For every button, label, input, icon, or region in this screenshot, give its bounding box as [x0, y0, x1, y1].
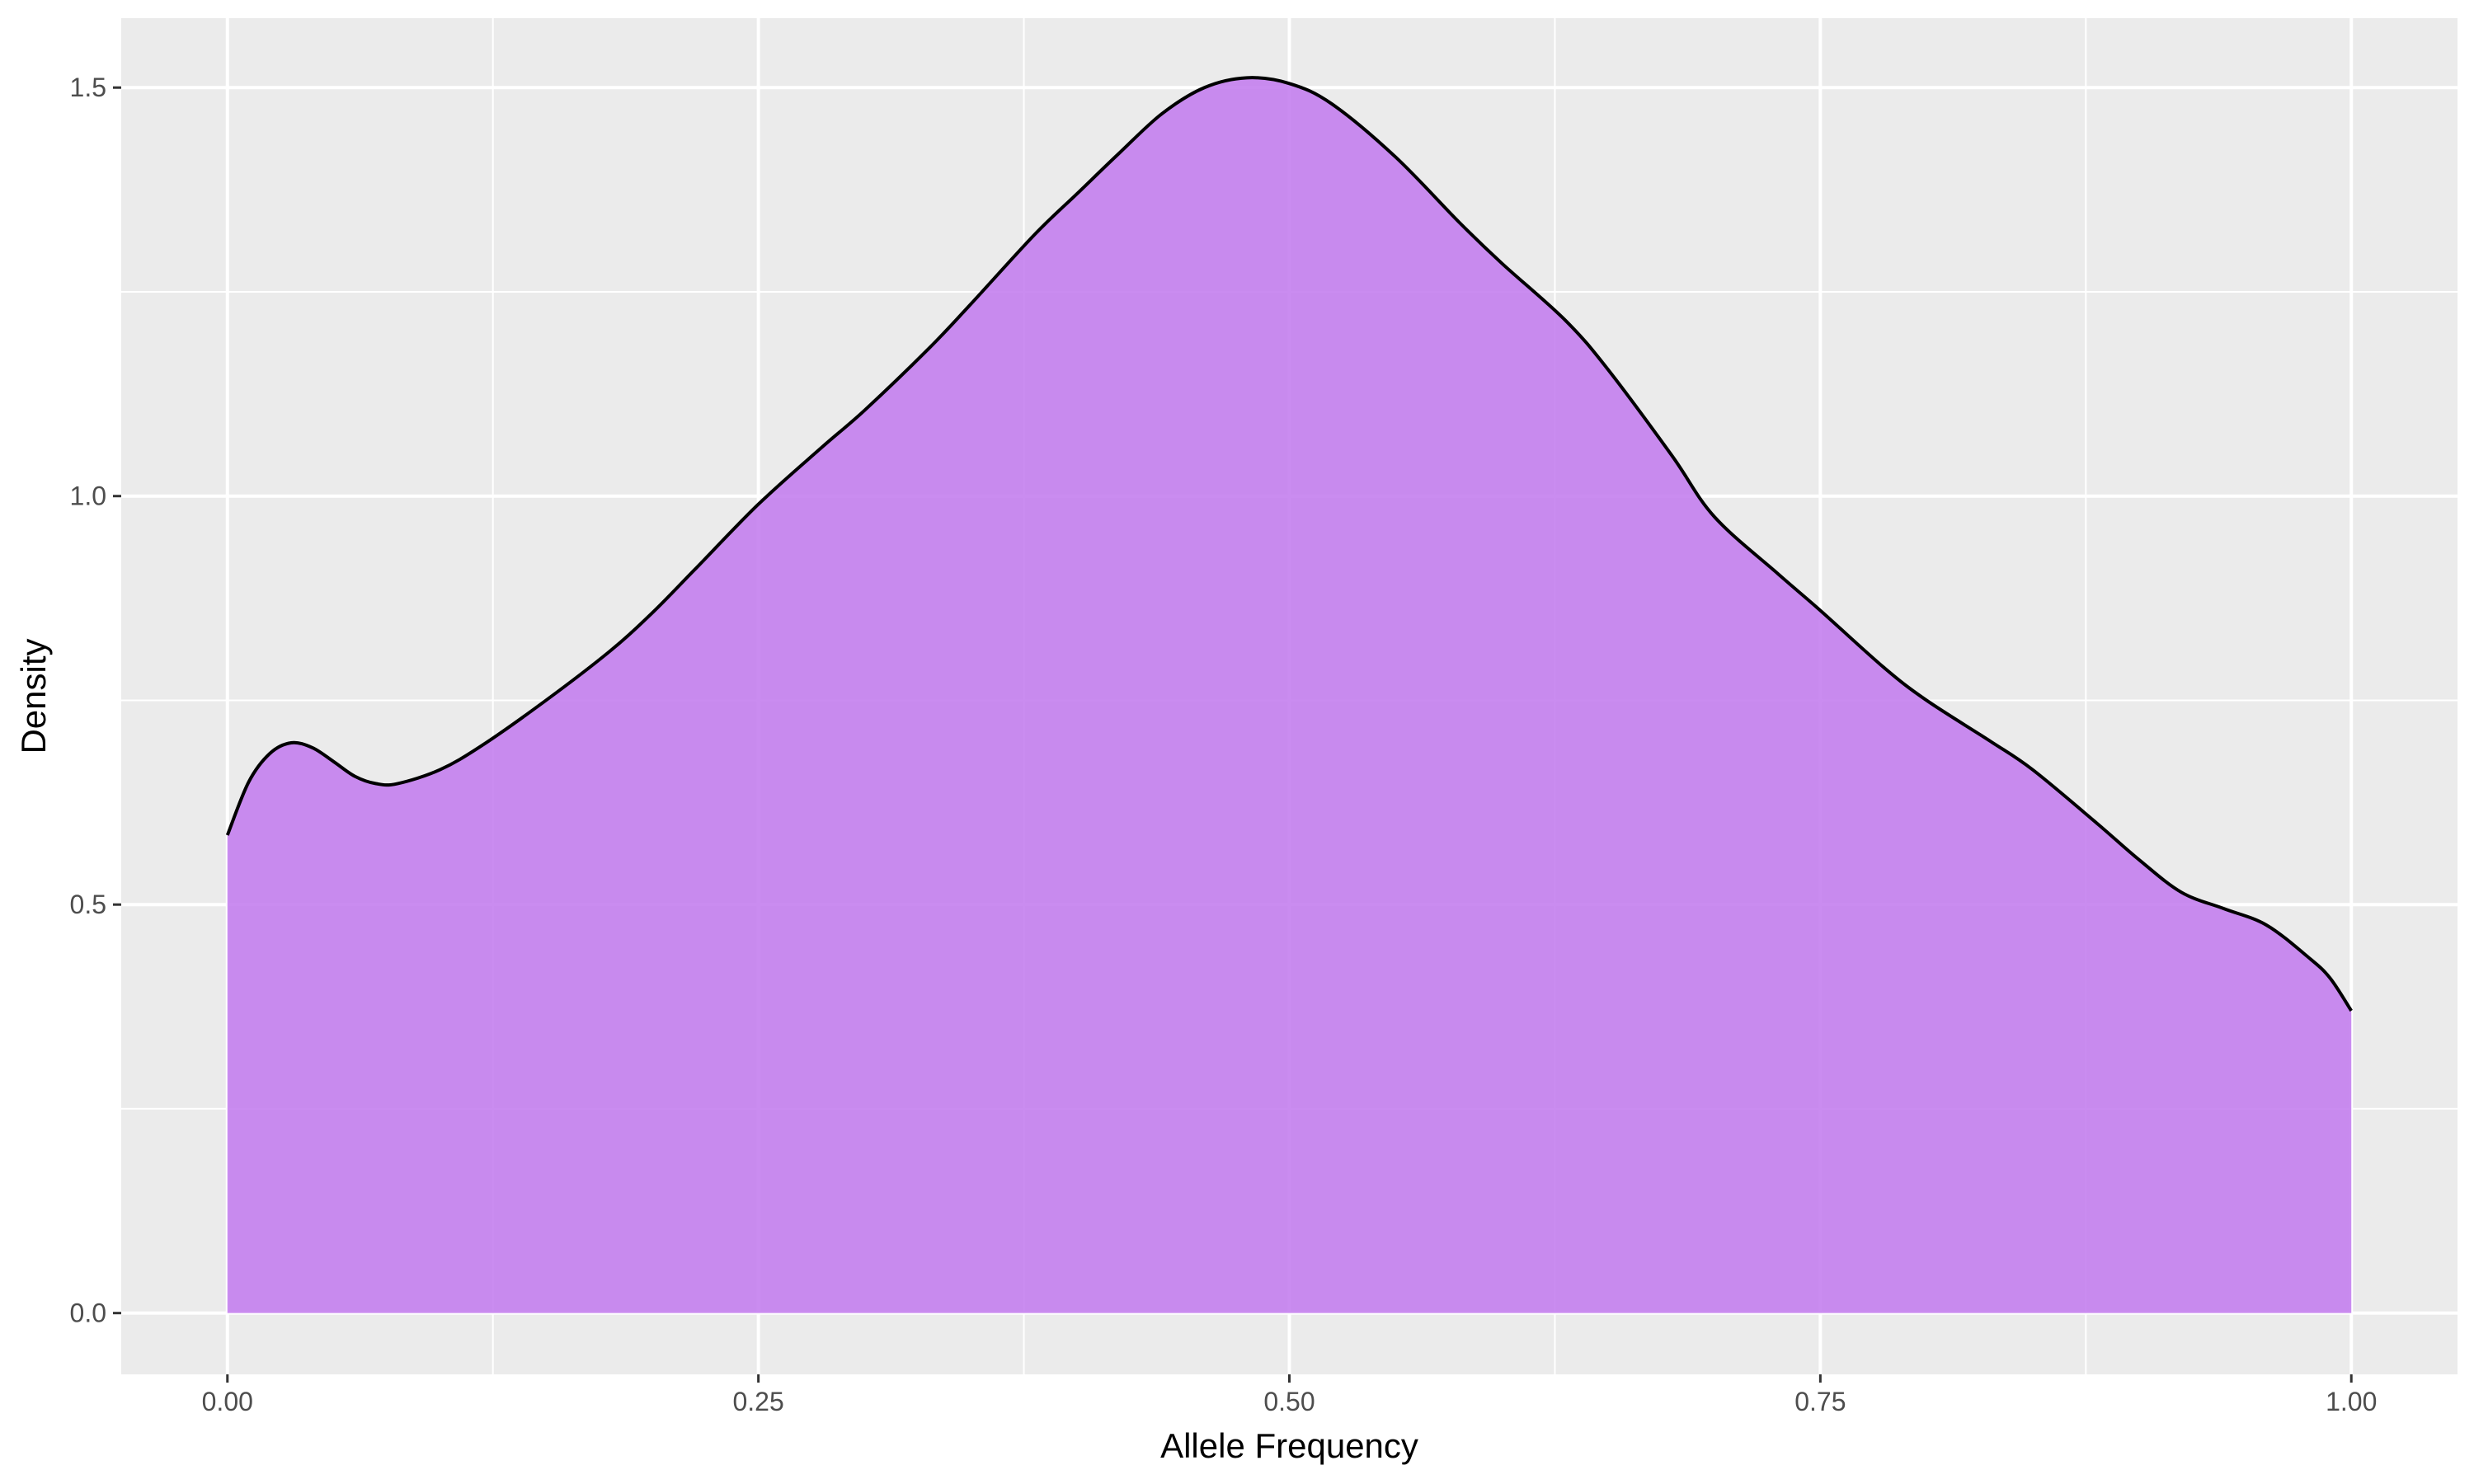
- density-area: [227, 77, 2352, 1313]
- y-axis-title: Density: [14, 638, 53, 754]
- x-axis-title: Allele Frequency: [1160, 1426, 1418, 1465]
- y-tick-label: 0.0: [70, 1298, 106, 1328]
- x-tick-label: 0.50: [1263, 1387, 1315, 1416]
- density-line: [225, 76, 2353, 1012]
- x-tick-label: 1.00: [2326, 1387, 2377, 1416]
- y-axis-ticks: 0.0 0.5 1.0 1.5: [70, 73, 121, 1328]
- x-tick-label: 0.25: [732, 1387, 783, 1416]
- x-axis-ticks: 0.00 0.25 0.50 0.75 1.00: [202, 1374, 2377, 1416]
- x-tick-label: 0.75: [1794, 1387, 1846, 1416]
- y-tick-label: 0.5: [70, 890, 106, 919]
- y-tick-label: 1.0: [70, 481, 106, 511]
- y-tick-label: 1.5: [70, 73, 106, 102]
- x-tick-label: 0.00: [202, 1387, 253, 1416]
